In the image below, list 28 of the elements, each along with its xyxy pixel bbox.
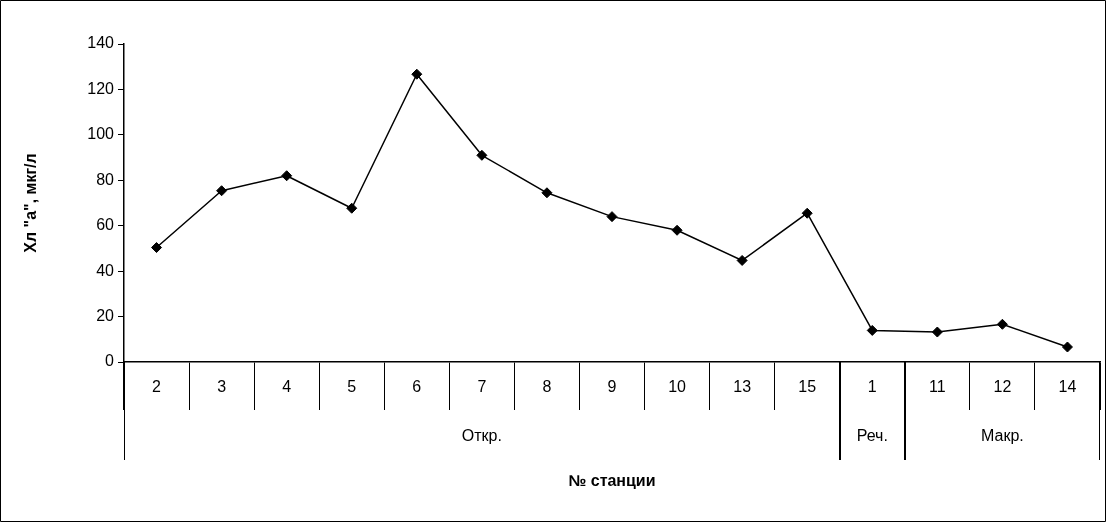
y-tick-label: 20 (96, 306, 115, 324)
x-tick-label: 11 (929, 378, 946, 396)
x-tick-label: 8 (542, 378, 552, 396)
y-tick-label: 120 (87, 79, 115, 97)
y-tick-label: 100 (87, 125, 115, 143)
x-tick-label: 6 (412, 378, 422, 396)
x-tick-label: 3 (217, 378, 227, 396)
x-tick-label: 13 (733, 378, 752, 396)
x-tick-label: 2 (152, 378, 162, 396)
x-tick-label: 7 (477, 378, 487, 396)
x-tick-label: 5 (347, 378, 357, 396)
text: Реч. (856, 427, 888, 445)
text: Откр. (461, 427, 502, 445)
x-tick-label: 10 (668, 378, 687, 396)
y-tick-label: 140 (87, 34, 115, 52)
y-axis-title: Хл "а", мкг/л (22, 153, 40, 253)
text: Макр. (981, 427, 1024, 445)
x-axis-title: № станции (568, 472, 656, 490)
y-tick-label: 40 (96, 261, 115, 279)
y-tick-label: 0 (105, 352, 115, 370)
y-tick-label: 60 (96, 216, 115, 234)
x-tick-label: 4 (282, 378, 292, 396)
x-tick-label: 12 (993, 378, 1012, 396)
x-tick-label: 14 (1058, 378, 1077, 396)
x-tick-label: 9 (607, 378, 617, 396)
x-tick-label: 15 (798, 378, 817, 396)
x-tick-label: 1 (867, 378, 877, 396)
y-tick-label: 80 (96, 170, 115, 188)
